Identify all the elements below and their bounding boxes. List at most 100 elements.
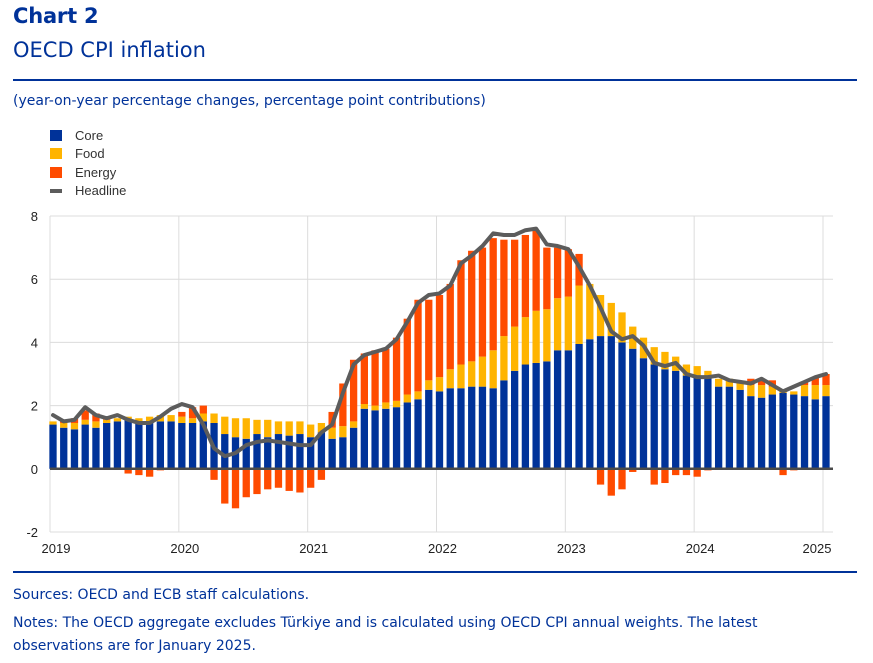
x-tick-label: 2025 [803,541,832,556]
bar-food [446,369,454,389]
bar-energy [360,353,368,405]
y-tick-label: 2 [31,399,38,414]
bar-food [543,309,551,362]
bar-core [714,386,723,469]
bar-core [650,364,658,469]
bar-energy [317,468,326,480]
y-axis: -2 0 2 4 6 8 [26,209,38,540]
y-tick-label: -2 [26,525,38,540]
bar-food [489,350,497,389]
bar-core [188,422,197,469]
bar-core [757,397,766,469]
bar-core [618,342,626,469]
bar-core [435,391,444,469]
legend-item-food: Food [50,145,126,164]
bar-energy [403,318,411,395]
bar-energy [371,350,379,406]
bar-food [532,310,540,363]
bar-core [790,394,798,469]
bar-energy [92,413,100,422]
bar-food [757,385,766,398]
headline-line-icon [50,189,62,194]
bar-core [736,389,744,469]
bar-energy [682,468,691,476]
bar-food [113,418,122,422]
headline-series [51,226,828,459]
sources-text: Sources: OECD and ECB staff calculations… [13,587,310,603]
bar-core [339,437,347,469]
bar-energy [779,468,787,476]
bar-energy [253,468,261,495]
legend: Core Food Energy Headline [50,126,126,200]
bar-core [178,422,186,469]
bar-food [339,426,347,438]
bar-food [307,424,315,438]
bar-core [800,396,809,469]
bar-food [253,419,261,435]
bar-core [596,336,605,469]
bar-energy [618,468,626,490]
bar-food [60,422,68,428]
bar-energy [178,411,186,417]
bar-energy [672,468,680,476]
bar-core [349,427,358,469]
bar-food [403,394,411,403]
bar-food [736,383,744,390]
bar-food [586,283,594,340]
bar-food [790,391,798,395]
bar-food [317,422,326,433]
legend-label: Core [75,127,104,143]
chart-title: OECD CPI inflation [13,38,206,62]
bar-core [639,358,648,469]
bar-food [81,419,89,425]
bar-food [371,405,379,411]
bar-energy [264,468,272,490]
bar-core [135,422,143,469]
x-axis: 2019 2020 2021 2022 2023 2024 2025 [42,541,832,556]
bar-food [650,347,658,365]
bar-core [725,386,734,469]
bar-core [747,396,755,469]
bar-core [489,388,497,469]
bar-energy [478,247,487,357]
core-swatch-icon [50,129,62,141]
bar-core [264,437,272,469]
bar-core [371,410,379,469]
x-tick-label: 2024 [686,541,715,556]
bar-food [285,421,293,436]
bar-food [210,413,218,423]
bar-core [253,434,261,469]
bar-core [70,429,79,469]
bar-energy [274,468,283,488]
bar-energy [210,468,218,480]
bar-core [672,370,680,469]
bar-food [457,364,465,389]
x-tick-label: 2023 [557,541,586,556]
bar-food [296,421,304,435]
bar-core [532,362,540,469]
bar-food [135,418,143,423]
bar-food [468,361,476,387]
bar-food [167,415,175,422]
bar-food [768,386,776,395]
bar-core [468,386,476,469]
bar-core [564,350,572,469]
bar-energy [650,468,658,485]
bar-energy [231,468,240,509]
bar-energy [811,377,819,386]
bar-core [478,386,487,469]
bottom-divider [13,571,857,573]
bar-energy [457,260,465,365]
bar-food [274,421,283,435]
bar-core [403,402,411,469]
bar-core [779,392,787,469]
bar-core [382,408,390,469]
bar-energy [468,250,476,362]
bar-food [199,413,207,422]
bar-food [188,418,197,423]
bar-food [178,416,186,423]
bar-food [725,378,734,387]
bar-food [747,385,755,397]
bar-core [242,438,250,469]
bar-energy [199,405,207,414]
